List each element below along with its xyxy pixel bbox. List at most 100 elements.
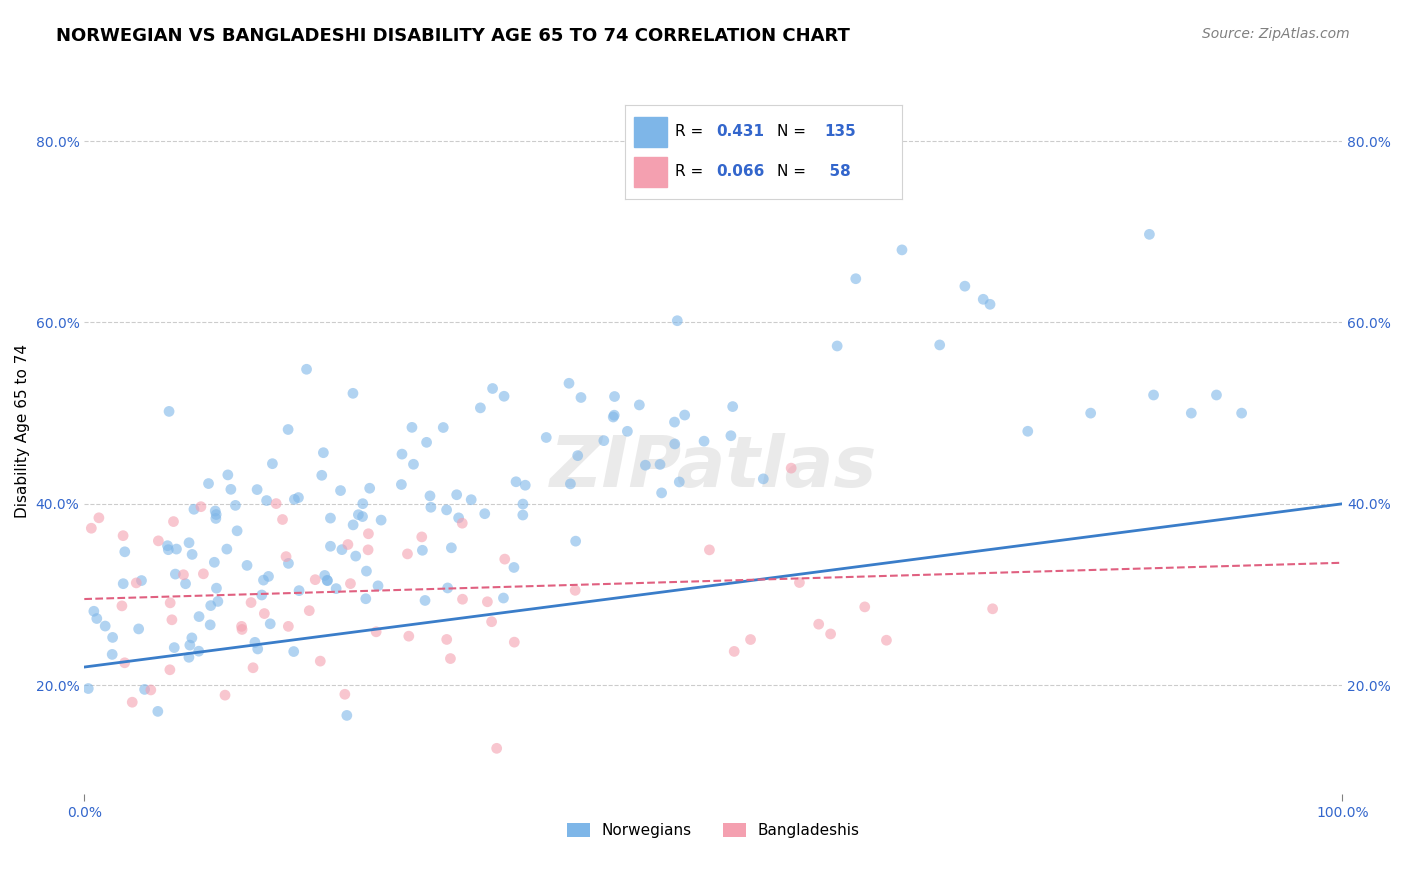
Point xyxy=(569,391,592,405)
Point xyxy=(651,486,673,500)
Point xyxy=(505,475,527,489)
Point xyxy=(342,517,364,532)
Point xyxy=(825,339,848,353)
Point xyxy=(339,576,361,591)
Point xyxy=(157,404,180,418)
Point xyxy=(236,558,259,573)
Point xyxy=(259,616,281,631)
Point xyxy=(666,314,689,328)
Point xyxy=(370,513,392,527)
Point xyxy=(288,583,311,598)
Point xyxy=(256,493,278,508)
Point xyxy=(432,420,454,434)
Point xyxy=(560,476,582,491)
Point xyxy=(205,508,228,522)
Point xyxy=(515,478,537,492)
Point xyxy=(295,362,318,376)
Point xyxy=(231,619,253,633)
Point xyxy=(157,542,180,557)
Point xyxy=(177,535,200,549)
Point xyxy=(1139,227,1161,242)
Point xyxy=(205,581,228,595)
Point xyxy=(77,681,100,696)
Point xyxy=(789,575,811,590)
Point xyxy=(257,569,280,583)
Point xyxy=(174,576,197,591)
Point xyxy=(146,705,169,719)
Point xyxy=(357,542,380,557)
Point xyxy=(264,497,287,511)
Point xyxy=(165,567,187,582)
Point xyxy=(207,594,229,608)
Point xyxy=(160,613,183,627)
Point xyxy=(357,526,380,541)
Point xyxy=(312,446,335,460)
Point xyxy=(101,631,124,645)
Point xyxy=(204,504,226,518)
Point xyxy=(114,656,136,670)
Legend: Norwegians, Bangladeshis: Norwegians, Bangladeshis xyxy=(561,817,866,845)
Point xyxy=(231,623,253,637)
Point xyxy=(603,408,626,422)
Point xyxy=(200,617,222,632)
Point xyxy=(481,615,503,629)
Point xyxy=(329,483,352,498)
Point xyxy=(673,408,696,422)
Point xyxy=(277,557,299,571)
Point xyxy=(193,566,215,581)
Point xyxy=(246,483,269,497)
Point xyxy=(436,503,458,517)
Point xyxy=(277,423,299,437)
Point xyxy=(1180,406,1202,420)
Point xyxy=(202,555,225,569)
Point xyxy=(474,507,496,521)
Point xyxy=(389,477,412,491)
Point xyxy=(200,599,222,613)
Point xyxy=(419,500,441,515)
Point xyxy=(111,599,134,613)
Point xyxy=(780,461,803,475)
Point xyxy=(446,488,468,502)
Point xyxy=(314,568,336,582)
Point xyxy=(183,502,205,516)
Point xyxy=(181,548,204,562)
Point xyxy=(396,547,419,561)
Point xyxy=(226,524,249,538)
Point xyxy=(112,529,135,543)
Point xyxy=(336,708,359,723)
Point xyxy=(354,591,377,606)
Point xyxy=(460,492,482,507)
Point xyxy=(252,573,274,587)
Point xyxy=(163,640,186,655)
Point xyxy=(240,596,263,610)
Point xyxy=(246,642,269,657)
Point xyxy=(253,607,276,621)
Text: Source: ZipAtlas.com: Source: ZipAtlas.com xyxy=(1202,27,1350,41)
Point xyxy=(304,573,326,587)
Point xyxy=(979,297,1001,311)
Point xyxy=(398,629,420,643)
Point xyxy=(101,648,124,662)
Point xyxy=(391,447,413,461)
Text: NORWEGIAN VS BANGLADESHI DISABILITY AGE 65 TO 74 CORRELATION CHART: NORWEGIAN VS BANGLADESHI DISABILITY AGE … xyxy=(56,27,851,45)
Point xyxy=(172,567,194,582)
Point xyxy=(451,592,474,607)
Point xyxy=(693,434,716,449)
Point xyxy=(121,695,143,709)
Point xyxy=(603,390,626,404)
Point xyxy=(503,635,526,649)
Point xyxy=(451,516,474,531)
Point xyxy=(752,472,775,486)
Point xyxy=(628,398,651,412)
Point xyxy=(165,542,187,557)
Point xyxy=(807,617,830,632)
Point xyxy=(664,437,686,451)
Point xyxy=(402,457,425,471)
Point xyxy=(114,545,136,559)
Point xyxy=(347,508,370,522)
Point xyxy=(981,602,1004,616)
Point xyxy=(134,682,156,697)
Point xyxy=(845,271,868,285)
Point xyxy=(342,386,364,401)
Point xyxy=(352,509,374,524)
